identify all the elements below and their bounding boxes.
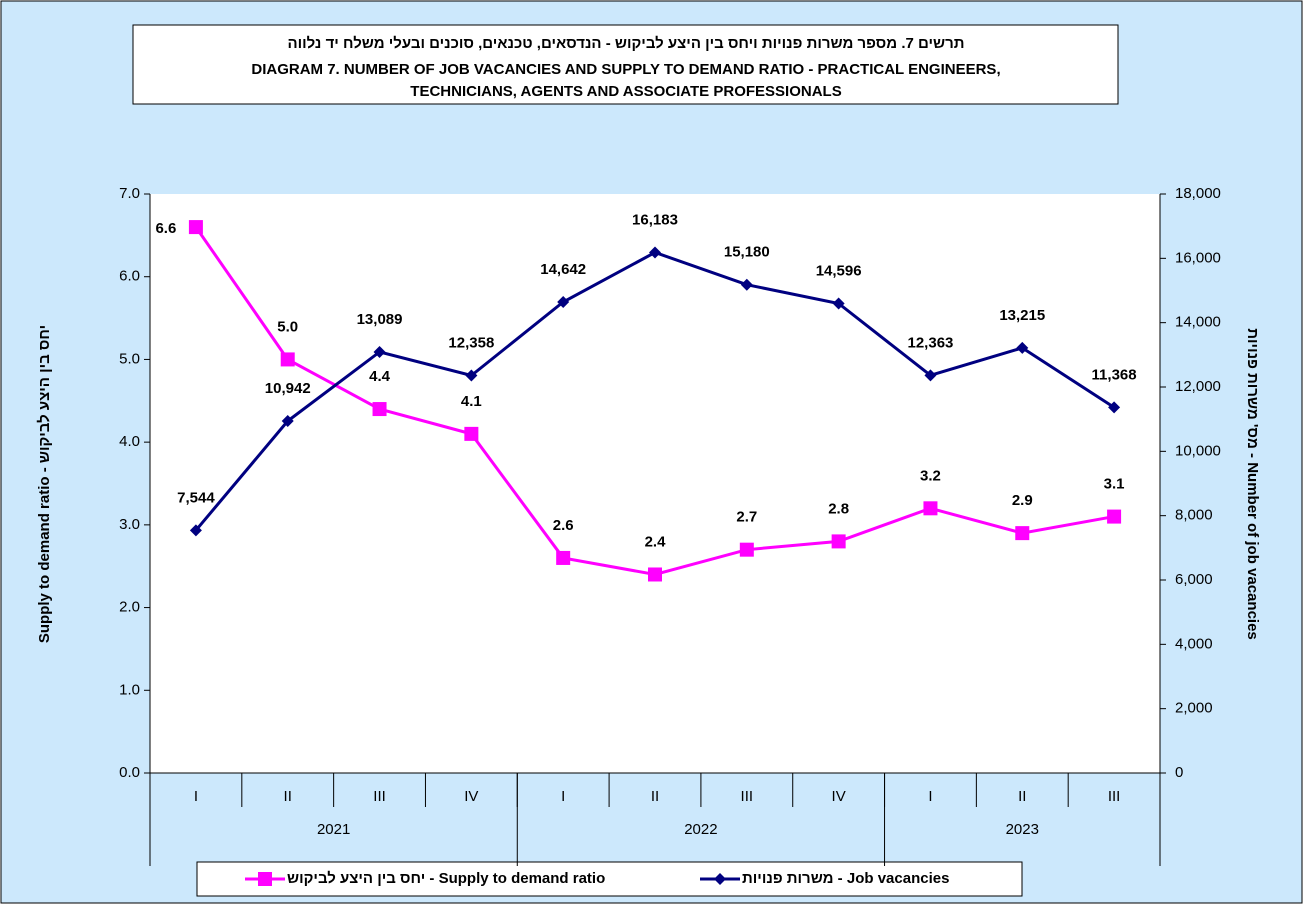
point	[281, 415, 294, 428]
data-label: 3.1	[1104, 476, 1125, 493]
point	[649, 246, 661, 259]
data-label: 7,544	[177, 489, 215, 506]
y2-tick-label: 2,000	[1175, 700, 1213, 717]
group-label: 2022	[684, 821, 717, 838]
x-tick-label: III	[373, 788, 386, 805]
y-tick-label: 0.0	[119, 764, 140, 781]
x-tick-label: III	[741, 788, 754, 805]
chart-title: תרשים 7. מספר משרות פנויות ויחס בין היצע…	[287, 35, 964, 52]
data-label: 4.4	[369, 368, 391, 385]
y-tick-label: 2.0	[119, 599, 140, 616]
point	[556, 550, 571, 565]
y2-axis-label: Number of job vacancies - מס' משרות פנוי…	[1244, 328, 1261, 640]
x-tick-label: III	[1108, 788, 1121, 805]
y-tick-label: 5.0	[119, 350, 140, 367]
point	[832, 297, 845, 310]
point	[1108, 401, 1121, 414]
data-label: 2.8	[828, 500, 849, 517]
data-label: 4.1	[461, 393, 482, 410]
x-tick-label: I	[194, 788, 198, 805]
y2-tick-label: 10,000	[1175, 442, 1221, 459]
group-label: 2021	[317, 821, 350, 838]
point	[648, 567, 662, 582]
y2-tick-label: 6,000	[1175, 571, 1213, 588]
chart-title: TECHNICIANS, AGENTS AND ASSOCIATE PROFES…	[410, 83, 841, 100]
y-tick-label: 1.0	[119, 681, 140, 698]
y2-tick-label: 0	[1175, 764, 1183, 781]
data-label: 14,642	[540, 261, 586, 278]
y-axis-label: Supply to demand ratio - יחס בין היצע לב…	[36, 325, 53, 643]
chart-title: DIAGRAM 7. NUMBER OF JOB VACANCIES AND S…	[251, 61, 1000, 78]
point	[1107, 509, 1122, 524]
data-label: 13,215	[999, 307, 1045, 324]
data-label: 11,368	[1092, 366, 1137, 383]
data-label: 2.9	[1012, 492, 1033, 509]
y2-tick-label: 12,000	[1175, 378, 1221, 395]
point	[188, 220, 203, 235]
legend-marker	[258, 872, 272, 886]
legend	[196, 861, 1023, 897]
data-label: 14,596	[816, 262, 862, 279]
data-label: 12,363	[908, 334, 954, 351]
data-label: 10,942	[265, 380, 311, 397]
data-label: 16,183	[632, 211, 678, 228]
data-label: 13,089	[357, 311, 403, 328]
data-label: 2.6	[553, 517, 574, 534]
y2-tick-label: 4,000	[1175, 635, 1213, 652]
point	[372, 402, 387, 417]
point	[924, 369, 937, 382]
x-tick-label: II	[651, 788, 659, 805]
point	[557, 296, 570, 309]
y2-tick-label: 8,000	[1175, 507, 1213, 524]
point	[739, 542, 754, 557]
point	[465, 369, 478, 382]
point	[189, 524, 202, 537]
point	[464, 426, 479, 441]
point	[280, 352, 295, 367]
plot-area	[150, 194, 1160, 773]
data-label: 2.7	[736, 509, 757, 526]
x-tick-label: I	[928, 788, 932, 805]
x-tick-label: II	[284, 788, 292, 805]
data-label: 3.2	[920, 467, 941, 484]
point	[373, 345, 386, 358]
x-tick-label: I	[561, 788, 565, 805]
point	[923, 501, 938, 516]
x-tick-label: IV	[832, 788, 846, 805]
data-label: 2.4	[645, 533, 667, 550]
point	[1015, 526, 1030, 541]
y2-tick-label: 14,000	[1175, 314, 1221, 331]
title-box	[132, 24, 1119, 105]
y2-tick-label: 16,000	[1175, 249, 1221, 266]
data-label: 6.6	[155, 220, 176, 237]
group-label: 2023	[1006, 821, 1039, 838]
point	[831, 534, 846, 549]
data-label: 5.0	[277, 318, 298, 335]
legend-marker	[714, 873, 726, 885]
y-tick-label: 6.0	[119, 268, 140, 285]
point	[1016, 341, 1029, 354]
y2-tick-label: 18,000	[1175, 185, 1221, 202]
y-tick-label: 3.0	[119, 516, 140, 533]
data-label: 15,180	[724, 244, 770, 261]
y-tick-label: 7.0	[119, 185, 140, 202]
legend-label: Supply to demand ratio - יחס בין היצע לב…	[287, 870, 605, 887]
x-tick-label: IV	[464, 788, 478, 805]
point	[740, 278, 753, 291]
y-tick-label: 4.0	[119, 433, 140, 450]
legend-label: Job vacancies - משרות פנויות	[742, 870, 949, 887]
data-label: 12,358	[448, 334, 494, 351]
x-tick-label: II	[1018, 788, 1026, 805]
